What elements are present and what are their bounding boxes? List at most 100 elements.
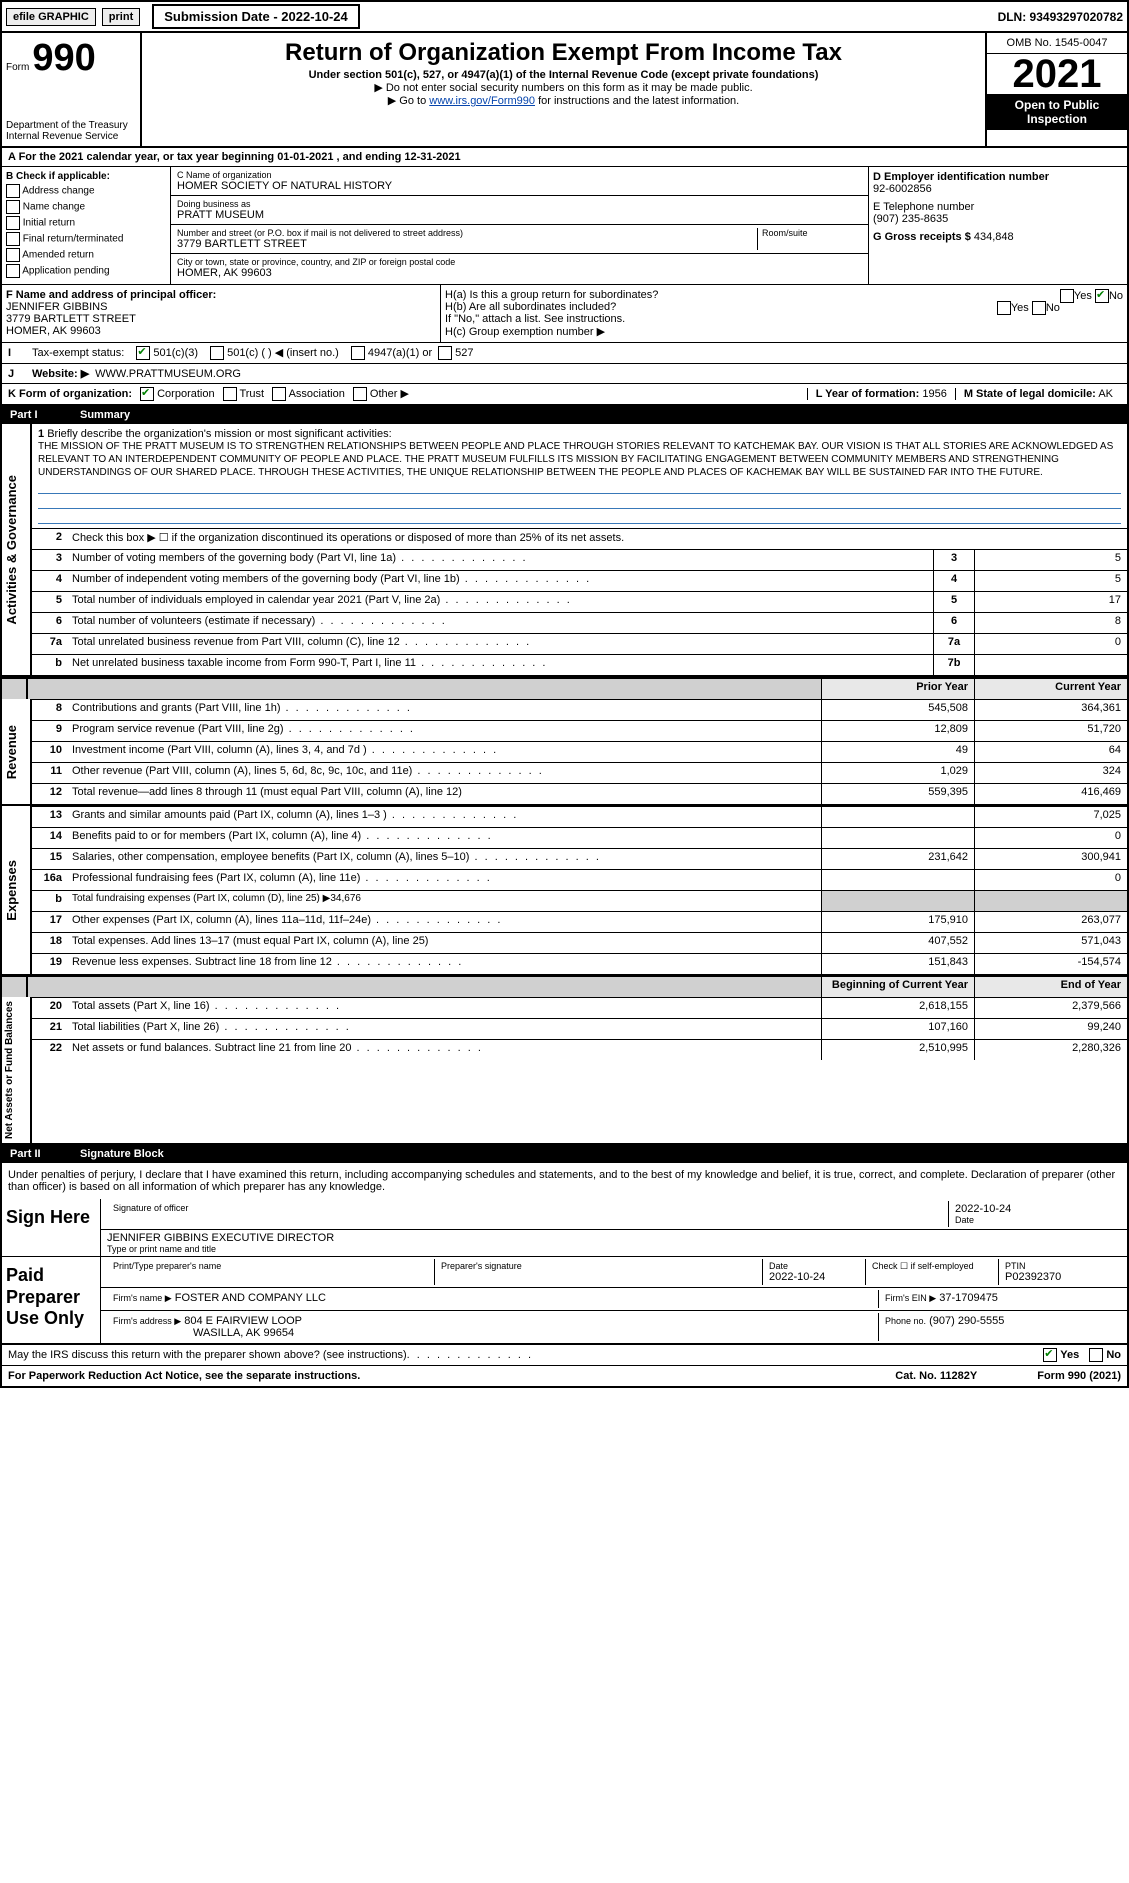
d3: Number of voting members of the governin… [68, 550, 933, 570]
row-4: 4 Number of independent voting members o… [32, 570, 1127, 591]
col-C: C Name of organization HOMER SOCIETY OF … [171, 167, 869, 284]
part1-num: Part I [10, 409, 80, 421]
v7a: 0 [975, 634, 1127, 654]
v4: 5 [975, 571, 1127, 591]
boy-eoy-header: Beginning of Current Year End of Year [2, 976, 1127, 997]
chk-501c[interactable] [210, 346, 224, 360]
row-FH: F Name and address of principal officer:… [2, 285, 1127, 343]
firm-addr-line: Firm's address ▶ 804 E FAIRVIEW LOOPWASI… [101, 1311, 1127, 1343]
chk-corp[interactable] [140, 387, 154, 401]
Hb-no[interactable] [1032, 301, 1046, 315]
netassets-section: Net Assets or Fund Balances 20Total asse… [2, 997, 1127, 1145]
section-BCD: B Check if applicable: Address change Na… [2, 167, 1127, 285]
discuss-yes[interactable] [1043, 1348, 1057, 1362]
org-name-block: C Name of organization HOMER SOCIETY OF … [171, 167, 868, 196]
n7b: b [32, 655, 68, 675]
sign-here-row: Sign Here Signature of officer 2022-10-2… [2, 1199, 1127, 1257]
row-21: 21Total liabilities (Part X, line 26)107… [32, 1018, 1127, 1039]
dba-block: Doing business as PRATT MUSEUM [171, 196, 868, 225]
row-10: 10Investment income (Part VIII, column (… [32, 741, 1127, 762]
phone: (907) 235-8635 [873, 213, 1123, 225]
n3: 3 [32, 550, 68, 570]
title-cell: Return of Organization Exempt From Incom… [142, 33, 985, 146]
expenses-section: Expenses 13Grants and similar amounts pa… [2, 806, 1127, 976]
org-name: HOMER SOCIETY OF NATURAL HISTORY [177, 180, 862, 192]
row-12: 12Total revenue—add lines 8 through 11 (… [32, 783, 1127, 804]
part2-num: Part II [10, 1148, 80, 1160]
b3: 3 [933, 550, 975, 570]
Ha-yes[interactable] [1060, 289, 1074, 303]
Hb-yes[interactable] [997, 301, 1011, 315]
d6: Total number of volunteers (estimate if … [68, 613, 933, 633]
chk-amended-return[interactable]: Amended return [6, 248, 166, 262]
row-KLM: K Form of organization: Corporation Trus… [2, 384, 1127, 406]
d2: Check this box ▶ ☐ if the organization d… [68, 529, 1127, 549]
blue-line [38, 509, 1121, 524]
chk-application-pending[interactable]: Application pending [6, 264, 166, 278]
chk-other[interactable] [353, 387, 367, 401]
ein: 92-6002856 [873, 183, 1123, 195]
submission-date-box: Submission Date - 2022-10-24 [152, 4, 360, 29]
paid-preparer-body: Print/Type preparer's name Preparer's si… [100, 1257, 1127, 1343]
paid-preparer-row: Paid Preparer Use Only Print/Type prepar… [2, 1257, 1127, 1345]
Hb-label: H(b) Are all subordinates included? [445, 301, 616, 313]
blue-line [38, 494, 1121, 509]
side-expenses-label: Expenses [2, 856, 30, 925]
footer: For Paperwork Reduction Act Notice, see … [2, 1366, 1127, 1386]
chk-4947[interactable] [351, 346, 365, 360]
netassets-content: 20Total assets (Part X, line 16)2,618,15… [32, 997, 1127, 1143]
chk-trust[interactable] [223, 387, 237, 401]
b7b: 7b [933, 655, 975, 675]
irs-link[interactable]: www.irs.gov/Form990 [429, 95, 535, 107]
mission-num: 1 [38, 428, 44, 440]
row-7b: b Net unrelated business taxable income … [32, 654, 1127, 675]
goto-post: for instructions and the latest informat… [535, 95, 739, 107]
v6: 8 [975, 613, 1127, 633]
chk-assoc[interactable] [272, 387, 286, 401]
phone-label: E Telephone number [873, 201, 1123, 213]
sig-officer-line: Signature of officer 2022-10-24Date [101, 1199, 1127, 1230]
officer-city: HOMER, AK 99603 [6, 325, 436, 337]
L-val: 1956 [922, 388, 946, 400]
Ha-row: H(a) Is this a group return for subordin… [445, 289, 1123, 301]
side-netassets: Net Assets or Fund Balances [2, 997, 32, 1143]
prior-current-header: Prior Year Current Year [2, 677, 1127, 699]
side-activities: Activities & Governance [2, 424, 32, 675]
col-B: B Check if applicable: Address change Na… [2, 167, 171, 284]
part1-title: Summary [80, 409, 130, 421]
chk-name-change[interactable]: Name change [6, 200, 166, 214]
F-label: F Name and address of principal officer: [6, 289, 436, 301]
I-label: Tax-exempt status: [32, 347, 124, 359]
Ha-no[interactable] [1095, 289, 1109, 303]
goto-line: ▶ Go to www.irs.gov/Form990 for instruct… [150, 94, 977, 107]
chk-initial-return[interactable]: Initial return [6, 216, 166, 230]
chk-527[interactable] [438, 346, 452, 360]
gross-block: G Gross receipts $ 434,848 [873, 231, 1123, 243]
form-subtitle: Under section 501(c), 527, or 4947(a)(1)… [150, 69, 977, 81]
Hb-row: H(b) Are all subordinates included? Yes … [445, 301, 1123, 313]
chk-final-return[interactable]: Final return/terminated [6, 232, 166, 246]
officer-street: 3779 BARTLETT STREET [6, 313, 436, 325]
street-block: Number and street (or P.O. box if mail i… [171, 225, 868, 254]
J-label: Website: ▶ [32, 367, 89, 380]
L-label: L Year of formation: [816, 388, 920, 400]
form-title: Return of Organization Exempt From Incom… [150, 39, 977, 67]
row-5: 5 Total number of individuals employed i… [32, 591, 1127, 612]
ein-block: D Employer identification number 92-6002… [873, 171, 1123, 195]
efile-graphic-button[interactable]: efile GRAPHIC [6, 8, 96, 26]
paid-preparer-label: Paid Preparer Use Only [2, 1257, 100, 1343]
d7a: Total unrelated business revenue from Pa… [68, 634, 933, 654]
discuss-no[interactable] [1089, 1348, 1103, 1362]
chk-address-change[interactable]: Address change [6, 184, 166, 198]
ssn-note: ▶ Do not enter social security numbers o… [150, 81, 977, 94]
side-activities-label: Activities & Governance [2, 471, 30, 629]
chk-501c3[interactable] [136, 346, 150, 360]
city-block: City or town, state or province, country… [171, 254, 868, 282]
print-button[interactable]: print [102, 8, 140, 26]
v5: 17 [975, 592, 1127, 612]
expenses-content: 13Grants and similar amounts paid (Part … [32, 806, 1127, 974]
Ha-label: H(a) Is this a group return for subordin… [445, 289, 658, 301]
n4: 4 [32, 571, 68, 591]
city-label: City or town, state or province, country… [177, 257, 862, 267]
b6: 6 [933, 613, 975, 633]
